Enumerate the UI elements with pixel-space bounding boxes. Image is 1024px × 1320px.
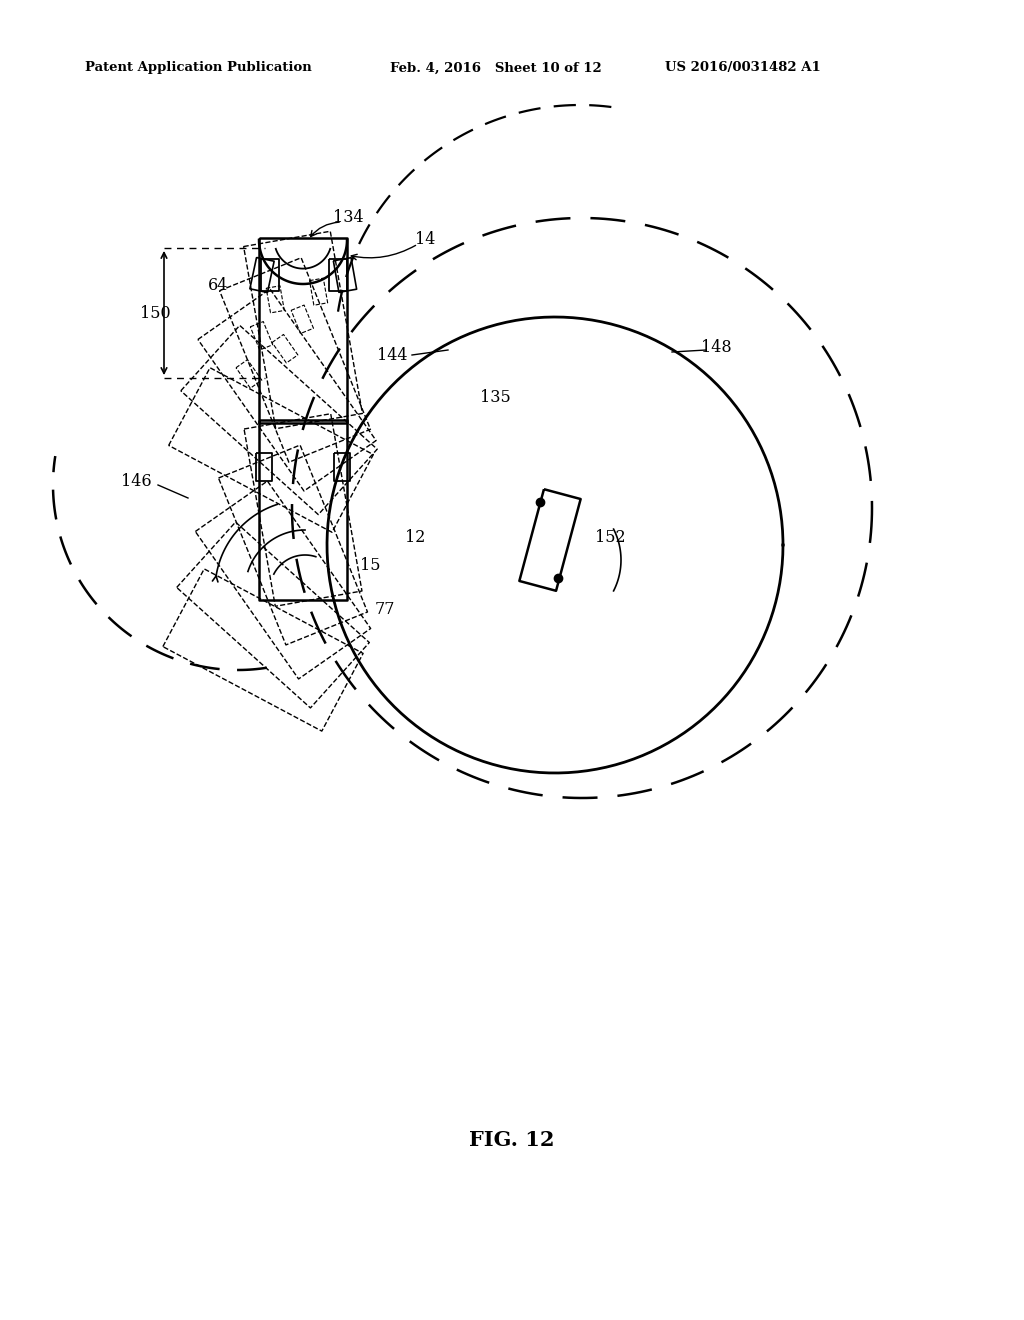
- Text: 152: 152: [595, 529, 626, 546]
- Text: 144: 144: [377, 346, 408, 363]
- Text: 135: 135: [479, 389, 510, 407]
- Text: 146: 146: [121, 474, 152, 491]
- Text: Patent Application Publication: Patent Application Publication: [85, 62, 311, 74]
- Text: 77: 77: [375, 602, 395, 619]
- Text: 15: 15: [359, 557, 380, 573]
- Text: 150: 150: [139, 305, 170, 322]
- Text: 14: 14: [415, 231, 435, 248]
- Text: 134: 134: [333, 210, 364, 227]
- Text: FIG. 12: FIG. 12: [469, 1130, 555, 1150]
- Text: 12: 12: [404, 529, 425, 546]
- Text: 64: 64: [208, 276, 228, 293]
- Text: Feb. 4, 2016   Sheet 10 of 12: Feb. 4, 2016 Sheet 10 of 12: [390, 62, 602, 74]
- Text: US 2016/0031482 A1: US 2016/0031482 A1: [665, 62, 821, 74]
- Text: 148: 148: [700, 339, 731, 356]
